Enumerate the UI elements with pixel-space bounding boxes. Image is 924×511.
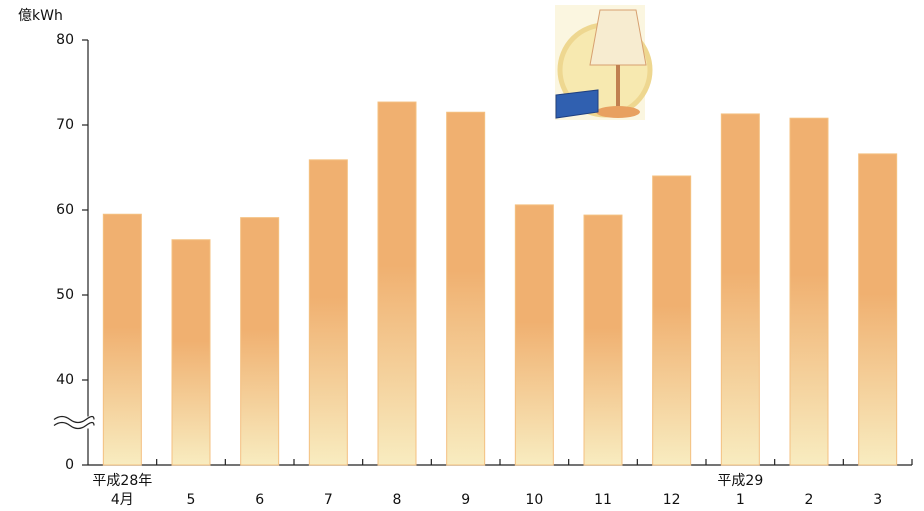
x-tick-label: 11 xyxy=(594,492,612,508)
axis-break xyxy=(53,421,95,430)
bar xyxy=(446,111,486,466)
x-tick-label: 9 xyxy=(461,492,470,508)
x-tick-label: 1 xyxy=(736,492,745,508)
y-unit: 億kWh xyxy=(18,8,63,24)
bar xyxy=(858,153,898,466)
bar xyxy=(240,217,280,466)
axis-break xyxy=(53,415,95,424)
bar xyxy=(102,213,142,466)
x-tick-label: 2 xyxy=(805,492,814,508)
bar xyxy=(789,117,829,466)
y-tick-label: 80 xyxy=(56,32,74,48)
bar xyxy=(583,214,623,466)
x-tick-label: 12 xyxy=(663,492,681,508)
bar xyxy=(377,101,417,466)
x-group-label: 平成28年 xyxy=(92,473,152,489)
y-tick-label: 70 xyxy=(56,117,74,133)
axis-break-mask xyxy=(84,416,92,429)
x-group-label: 平成29 xyxy=(717,473,763,489)
y-tick-label: 0 xyxy=(65,457,74,473)
x-tick-label: 8 xyxy=(393,492,402,508)
bar xyxy=(652,175,692,466)
bar xyxy=(514,204,554,466)
y-tick-label: 60 xyxy=(56,202,74,218)
x-tick-label: 3 xyxy=(873,492,882,508)
x-tick-label: 6 xyxy=(255,492,264,508)
x-tick-label: 7 xyxy=(324,492,333,508)
lamp-illustration xyxy=(555,5,653,120)
bar xyxy=(171,239,211,466)
y-tick-label: 40 xyxy=(56,372,74,388)
bar xyxy=(308,159,348,466)
x-tick-label: 4月 xyxy=(111,492,134,508)
bar xyxy=(720,113,760,466)
x-tick-label: 10 xyxy=(525,492,543,508)
y-tick-label: 50 xyxy=(56,287,74,303)
x-tick-label: 5 xyxy=(187,492,196,508)
